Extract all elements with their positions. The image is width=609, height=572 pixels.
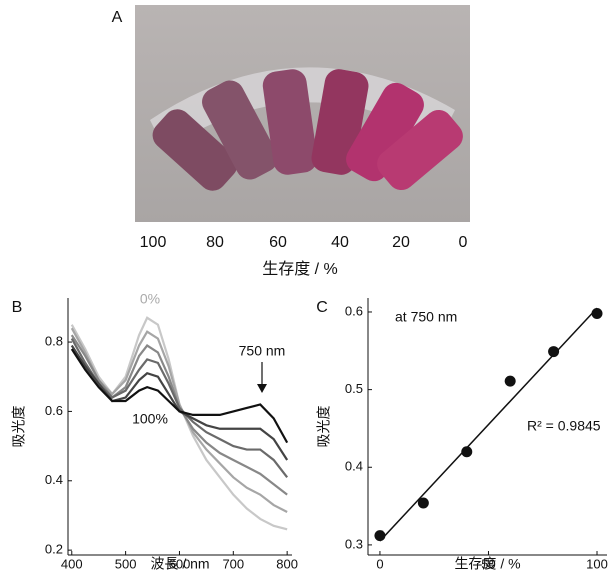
x-tick-label: 400 [61, 556, 83, 571]
photo-tick-label: 60 [269, 234, 287, 251]
spectrum-line [72, 339, 287, 478]
annotation: at 750 nm [395, 309, 457, 325]
data-point [592, 308, 603, 319]
y-tick-label: 0.5 [345, 381, 363, 396]
annotation: 750 nm [239, 343, 286, 359]
data-point [374, 530, 385, 541]
x-tick-label: 100 [586, 556, 608, 571]
panel-label: C [316, 299, 328, 316]
annotation: R² = 0.9845 [527, 418, 601, 434]
y-tick-label: 0.2 [45, 542, 63, 557]
photo-tick-label: 80 [206, 234, 224, 251]
x-axis-label: 生存度 / % [454, 556, 520, 572]
data-point [548, 346, 559, 357]
y-tick-label: 0.3 [345, 536, 363, 551]
x-tick-label: 800 [276, 556, 298, 571]
photo-tick-label: 100 [140, 234, 167, 251]
figure: A 100 80 60 40 20 0 生存度 / % B 0% 100% 75… [0, 0, 609, 572]
photo-tick-label: 20 [392, 234, 410, 251]
y-tick-label: 0.8 [45, 333, 63, 348]
photo-axis-label: 生存度 / % [262, 260, 338, 278]
arrow [257, 362, 267, 393]
data-point [418, 497, 429, 508]
y-axis-label: 吸光度 [316, 406, 332, 448]
data-point [505, 376, 516, 387]
x-tick-label: 500 [115, 556, 137, 571]
panel-label: B [12, 299, 23, 316]
y-tick-label: 0.6 [345, 303, 363, 318]
x-tick-label: 0 [376, 556, 383, 571]
panel-label: A [112, 9, 123, 26]
y-tick-label: 0.6 [45, 403, 63, 418]
y-tick-label: 0.4 [345, 459, 363, 474]
spectrum-line [72, 335, 287, 495]
y-axis-label: 吸光度 [11, 406, 27, 448]
data-point [461, 446, 472, 457]
photo [135, 5, 470, 222]
photo-tick-label: 40 [331, 234, 349, 251]
annotation: 0% [140, 291, 160, 307]
y-tick-label: 0.4 [45, 472, 63, 487]
x-tick-label: 700 [222, 556, 244, 571]
x-axis-label: 波長 / nm [150, 556, 209, 572]
photo-tick-label: 0 [459, 234, 468, 251]
annotation: 100% [132, 411, 168, 427]
